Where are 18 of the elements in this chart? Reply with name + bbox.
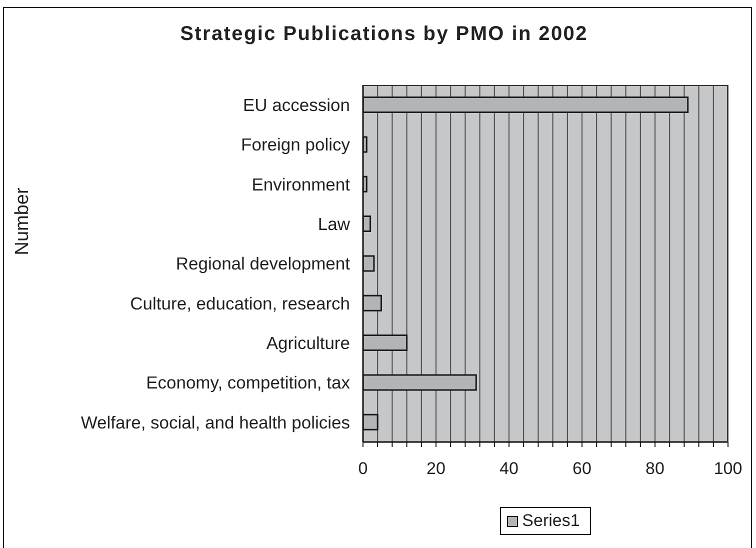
y-tick-label: Environment	[252, 174, 350, 194]
x-tick-label: 40	[500, 459, 518, 478]
legend-label: Series1	[522, 511, 580, 531]
y-tick-label: Economy, competition, tax	[146, 372, 350, 393]
x-tick-label: 100	[714, 459, 742, 478]
chart-title: Strategic Publications by PMO in 2002	[179, 23, 589, 46]
y-axis-title: Number	[12, 187, 32, 256]
y-tick-label: EU accession	[243, 95, 350, 116]
x-tick-label: 20	[426, 459, 446, 478]
x-tick-label: 0	[358, 459, 368, 478]
y-tick-label: Agriculture	[266, 333, 350, 354]
y-tick-label: Foreign policy	[241, 134, 350, 155]
y-tick-label: Culture, education, research	[130, 293, 350, 314]
x-tick-label: 60	[572, 459, 592, 478]
y-tick-label: Regional development	[176, 254, 350, 274]
x-tick-label: 80	[646, 459, 664, 478]
y-tick-label: Law	[318, 214, 350, 234]
y-tick-label: Welfare, social, and health policies	[80, 412, 350, 432]
